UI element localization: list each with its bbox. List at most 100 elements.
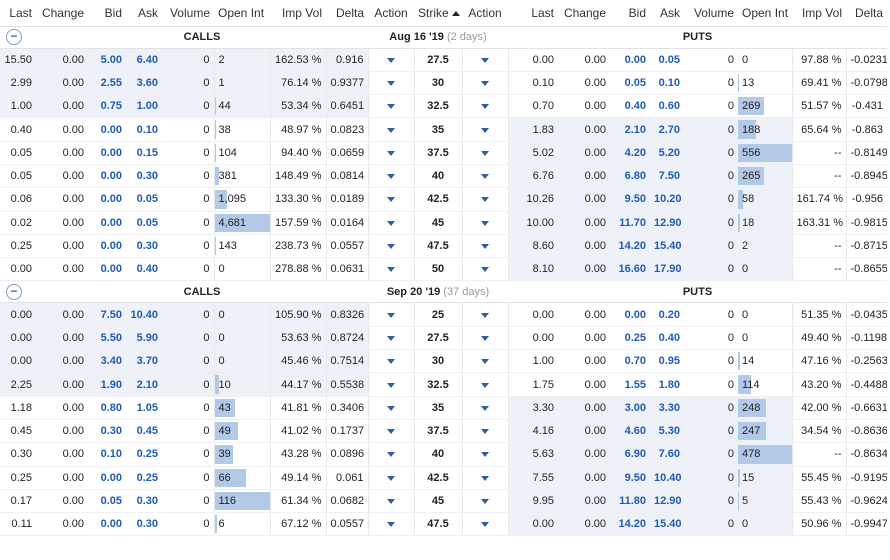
call-action-dropdown-icon[interactable] bbox=[387, 174, 395, 180]
put-action-dropdown-icon[interactable] bbox=[481, 522, 489, 528]
put-action-dropdown-icon[interactable] bbox=[481, 312, 489, 318]
col-call-imp-vol[interactable]: Imp Vol bbox=[270, 0, 326, 27]
put-bid: 0.00 bbox=[610, 48, 650, 72]
call-change: 0.00 bbox=[36, 211, 88, 235]
call-bid: 3.40 bbox=[88, 349, 126, 374]
put-open-int-value: 247 bbox=[742, 425, 761, 438]
col-put-volume[interactable]: Volume bbox=[684, 0, 738, 27]
call-last: 0.25 bbox=[0, 234, 36, 259]
call-action-dropdown-icon[interactable] bbox=[387, 220, 395, 226]
call-action-dropdown-icon[interactable] bbox=[387, 197, 395, 203]
put-action-cell bbox=[461, 349, 508, 374]
call-action-dropdown-icon[interactable] bbox=[387, 104, 395, 110]
col-call-action: Action bbox=[368, 0, 414, 27]
call-action-dropdown-icon[interactable] bbox=[387, 359, 395, 365]
col-put-last[interactable]: Last bbox=[508, 0, 558, 27]
col-put-delta[interactable]: Delta bbox=[846, 0, 887, 27]
col-put-bid[interactable]: Bid bbox=[610, 0, 650, 27]
call-volume: 0 bbox=[162, 466, 214, 490]
put-action-dropdown-icon[interactable] bbox=[481, 382, 489, 388]
col-call-last[interactable]: Last bbox=[0, 0, 36, 27]
put-action-dropdown-icon[interactable] bbox=[481, 174, 489, 180]
put-change: 0.00 bbox=[558, 326, 610, 351]
call-action-dropdown-icon[interactable] bbox=[387, 127, 395, 133]
call-action-dropdown-icon[interactable] bbox=[387, 522, 395, 528]
call-open-int-bar bbox=[215, 398, 235, 417]
col-call-delta[interactable]: Delta bbox=[326, 0, 368, 27]
expiry-date[interactable]: Sep 20 '19 (37 days) bbox=[368, 280, 508, 304]
call-action-dropdown-icon[interactable] bbox=[387, 335, 395, 341]
collapse-button[interactable]: − bbox=[6, 29, 22, 45]
put-open-int-bar bbox=[738, 352, 740, 371]
put-action-dropdown-icon[interactable] bbox=[481, 80, 489, 86]
col-put-ask[interactable]: Ask bbox=[650, 0, 684, 27]
put-action-dropdown-icon[interactable] bbox=[481, 197, 489, 203]
col-put-change[interactable]: Change bbox=[558, 0, 610, 27]
call-action-dropdown-icon[interactable] bbox=[387, 498, 395, 504]
put-last: 6.76 bbox=[507, 164, 558, 189]
put-ask: 10.40 bbox=[650, 466, 684, 490]
col-call-open-int[interactable]: Open Int bbox=[214, 0, 270, 27]
call-action-dropdown-icon[interactable] bbox=[387, 475, 395, 481]
put-imp-vol: 47.16 % bbox=[791, 349, 846, 374]
expiry-date-text: Aug 16 '19 bbox=[389, 31, 444, 43]
put-last: 0.00 bbox=[507, 48, 558, 72]
put-delta: -0.0231 bbox=[845, 48, 887, 72]
call-action-dropdown-icon[interactable] bbox=[387, 150, 395, 156]
put-action-dropdown-icon[interactable] bbox=[481, 104, 489, 110]
put-action-dropdown-icon[interactable] bbox=[481, 57, 489, 63]
call-action-dropdown-icon[interactable] bbox=[387, 312, 395, 318]
col-put-open-int[interactable]: Open Int bbox=[738, 0, 792, 27]
call-bid: 2.55 bbox=[88, 71, 126, 96]
put-open-int: 247 bbox=[738, 419, 792, 444]
call-action-dropdown-icon[interactable] bbox=[387, 267, 395, 273]
col-call-bid[interactable]: Bid bbox=[88, 0, 126, 27]
call-action-dropdown-icon[interactable] bbox=[387, 57, 395, 63]
put-action-dropdown-icon[interactable] bbox=[481, 359, 489, 365]
put-action-dropdown-icon[interactable] bbox=[481, 429, 489, 435]
put-action-dropdown-icon[interactable] bbox=[481, 150, 489, 156]
call-action-dropdown-icon[interactable] bbox=[387, 452, 395, 458]
put-last: 0.10 bbox=[507, 71, 558, 96]
put-action-dropdown-icon[interactable] bbox=[481, 452, 489, 458]
call-action-cell bbox=[367, 117, 414, 142]
call-change: 0.00 bbox=[36, 234, 88, 259]
call-action-dropdown-icon[interactable] bbox=[387, 382, 395, 388]
put-volume: 0 bbox=[684, 234, 738, 259]
call-open-int-bar bbox=[215, 375, 220, 394]
col-call-change[interactable]: Change bbox=[36, 0, 88, 27]
call-action-dropdown-icon[interactable] bbox=[387, 405, 395, 411]
col-strike[interactable]: Strike bbox=[414, 0, 462, 27]
put-volume: 0 bbox=[684, 396, 738, 420]
expiry-date[interactable]: Aug 16 '19 (2 days) bbox=[368, 25, 508, 49]
put-action-dropdown-icon[interactable] bbox=[481, 220, 489, 226]
put-action-dropdown-icon[interactable] bbox=[481, 405, 489, 411]
put-action-dropdown-icon[interactable] bbox=[481, 475, 489, 481]
put-action-dropdown-icon[interactable] bbox=[481, 127, 489, 133]
collapse-button[interactable]: − bbox=[6, 283, 22, 300]
put-action-dropdown-icon[interactable] bbox=[481, 498, 489, 504]
call-action-dropdown-icon[interactable] bbox=[387, 80, 395, 86]
call-action-dropdown-icon[interactable] bbox=[387, 429, 395, 435]
col-call-ask[interactable]: Ask bbox=[126, 0, 162, 27]
collapse-cell: − bbox=[0, 280, 36, 304]
option-row: 0.00 0.00 0.00 0.40 0 0 278.88 % 0.0631 50 8.10 0.… bbox=[0, 257, 887, 282]
call-delta: 0.061 bbox=[325, 466, 368, 490]
call-imp-vol: 76.14 % bbox=[269, 71, 326, 96]
put-ask: 0.60 bbox=[650, 94, 684, 119]
put-action-dropdown-icon[interactable] bbox=[481, 244, 489, 250]
call-open-int: 66 bbox=[213, 466, 270, 490]
call-action-dropdown-icon[interactable] bbox=[387, 244, 395, 250]
put-open-int: 18 bbox=[738, 211, 792, 235]
put-action-dropdown-icon[interactable] bbox=[481, 267, 489, 273]
col-call-volume[interactable]: Volume bbox=[162, 0, 214, 27]
put-change: 0.00 bbox=[558, 257, 610, 282]
call-imp-vol: 133.30 % bbox=[269, 187, 326, 212]
put-action-dropdown-icon[interactable] bbox=[481, 335, 489, 341]
call-ask: 0.30 bbox=[126, 512, 162, 537]
col-put-imp-vol[interactable]: Imp Vol bbox=[792, 0, 846, 27]
put-imp-vol: 51.57 % bbox=[791, 94, 846, 119]
call-open-int-value: 43 bbox=[218, 401, 231, 414]
put-change: 0.00 bbox=[558, 372, 610, 397]
put-ask: 0.95 bbox=[650, 349, 684, 374]
